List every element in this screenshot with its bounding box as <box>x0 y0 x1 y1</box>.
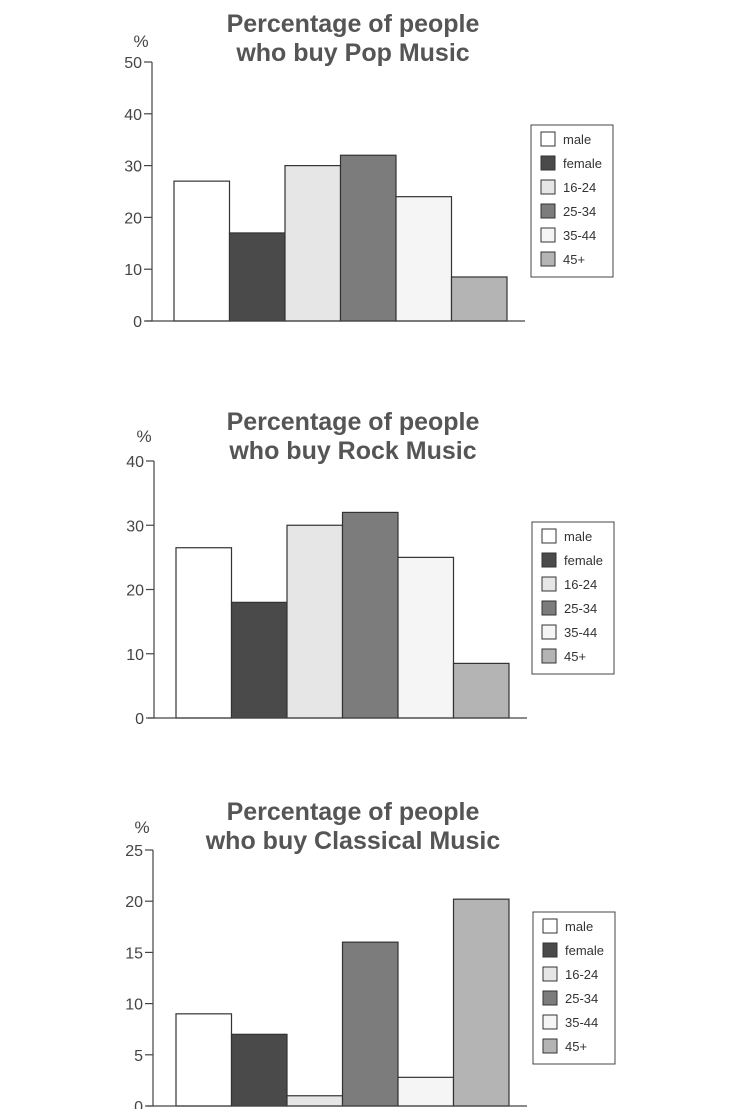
legend-label-25-34: 25-34 <box>563 204 596 219</box>
bar-45+ <box>450 276 508 322</box>
legend-swatch-16-24 <box>542 966 558 982</box>
y-tick-label: 30 <box>126 518 144 535</box>
legend-label-female: female <box>565 943 604 958</box>
legend: male female 16-24 25-34 35-44 45+ <box>531 521 615 675</box>
bar-35-44 <box>395 196 453 322</box>
y-tick-label: 25 <box>125 843 143 860</box>
y-tick-label: 10 <box>125 997 143 1014</box>
y-tick-label: 20 <box>126 583 144 600</box>
legend-label-male: male <box>564 529 592 544</box>
legend-swatch-male <box>540 131 556 147</box>
legend-label-25-34: 25-34 <box>565 991 598 1006</box>
legend-swatch-female <box>542 942 558 958</box>
bar-35-44 <box>397 556 455 719</box>
bar-male <box>173 180 231 322</box>
legend-label-35-44: 35-44 <box>563 228 596 243</box>
bar-16-24 <box>284 165 342 322</box>
bar-male <box>175 547 233 719</box>
legend-swatch-female <box>540 155 556 171</box>
y-tick-label: 10 <box>126 647 144 664</box>
legend: male female 16-24 25-34 35-44 45+ <box>530 124 614 278</box>
legend-swatch-male <box>542 918 558 934</box>
bar-male <box>175 1013 233 1107</box>
legend-swatch-male <box>541 528 557 544</box>
legend-swatch-25-34 <box>540 203 556 219</box>
legend-swatch-45+ <box>542 1038 558 1054</box>
bar-25-34 <box>341 511 399 719</box>
y-tick-label: 15 <box>125 945 143 962</box>
y-tick-label: 0 <box>133 314 142 331</box>
legend-label-male: male <box>563 132 591 147</box>
legend-swatch-16-24 <box>541 576 557 592</box>
legend-label-45+: 45+ <box>565 1039 587 1054</box>
legend-label-16-24: 16-24 <box>565 967 598 982</box>
y-tick-label: 10 <box>124 262 142 279</box>
y-tick-label: 40 <box>126 454 144 471</box>
y-axis-label: % <box>133 32 148 51</box>
legend-swatch-45+ <box>541 648 557 664</box>
y-tick-label: 50 <box>124 55 142 72</box>
y-tick-label: 0 <box>135 711 144 728</box>
legend-label-16-24: 16-24 <box>563 180 596 195</box>
legend-label-female: female <box>563 156 602 171</box>
legend-label-female: female <box>564 553 603 568</box>
legend-label-35-44: 35-44 <box>565 1015 598 1030</box>
legend-label-35-44: 35-44 <box>564 625 597 640</box>
legend-swatch-16-24 <box>540 179 556 195</box>
chart-title-line-1: Percentage of people <box>227 10 480 38</box>
y-tick-label: 5 <box>134 1048 143 1065</box>
bar-45+ <box>452 898 510 1107</box>
legend-swatch-35-44 <box>542 1014 558 1030</box>
y-tick-label: 20 <box>124 210 142 227</box>
legend-label-45+: 45+ <box>564 649 586 664</box>
bar-25-34 <box>339 154 397 322</box>
chart-title-line-2: who buy Pop Music <box>235 39 469 67</box>
y-tick-label: 0 <box>134 1099 143 1109</box>
legend: male female 16-24 25-34 35-44 45+ <box>532 911 616 1065</box>
bar-female <box>230 601 288 719</box>
bar-45+ <box>452 662 510 719</box>
bar-female <box>230 1033 288 1107</box>
bar-16-24 <box>286 524 344 719</box>
chart-title-line-1: Percentage of people <box>227 798 480 826</box>
chart-title-line-2: who buy Rock Music <box>228 437 476 465</box>
y-tick-label: 20 <box>125 894 143 911</box>
y-tick-label: 40 <box>124 107 142 124</box>
chart-title-line-2: who buy Classical Music <box>205 827 501 855</box>
bar-25-34 <box>341 941 399 1107</box>
legend-swatch-female <box>541 552 557 568</box>
legend-swatch-45+ <box>540 251 556 267</box>
bar-35-44 <box>397 1076 455 1107</box>
legend-label-16-24: 16-24 <box>564 577 597 592</box>
y-tick-label: 30 <box>124 159 142 176</box>
bar-16-24 <box>286 1095 344 1107</box>
chart-title-line-1: Percentage of people <box>227 408 480 436</box>
legend-swatch-25-34 <box>542 990 558 1006</box>
legend-swatch-35-44 <box>541 624 557 640</box>
legend-label-25-34: 25-34 <box>564 601 597 616</box>
legend-swatch-35-44 <box>540 227 556 243</box>
legend-swatch-25-34 <box>541 600 557 616</box>
y-axis-label: % <box>136 427 151 446</box>
legend-label-45+: 45+ <box>563 252 585 267</box>
bar-female <box>228 232 286 322</box>
legend-label-male: male <box>565 919 593 934</box>
y-axis-label: % <box>134 818 149 837</box>
